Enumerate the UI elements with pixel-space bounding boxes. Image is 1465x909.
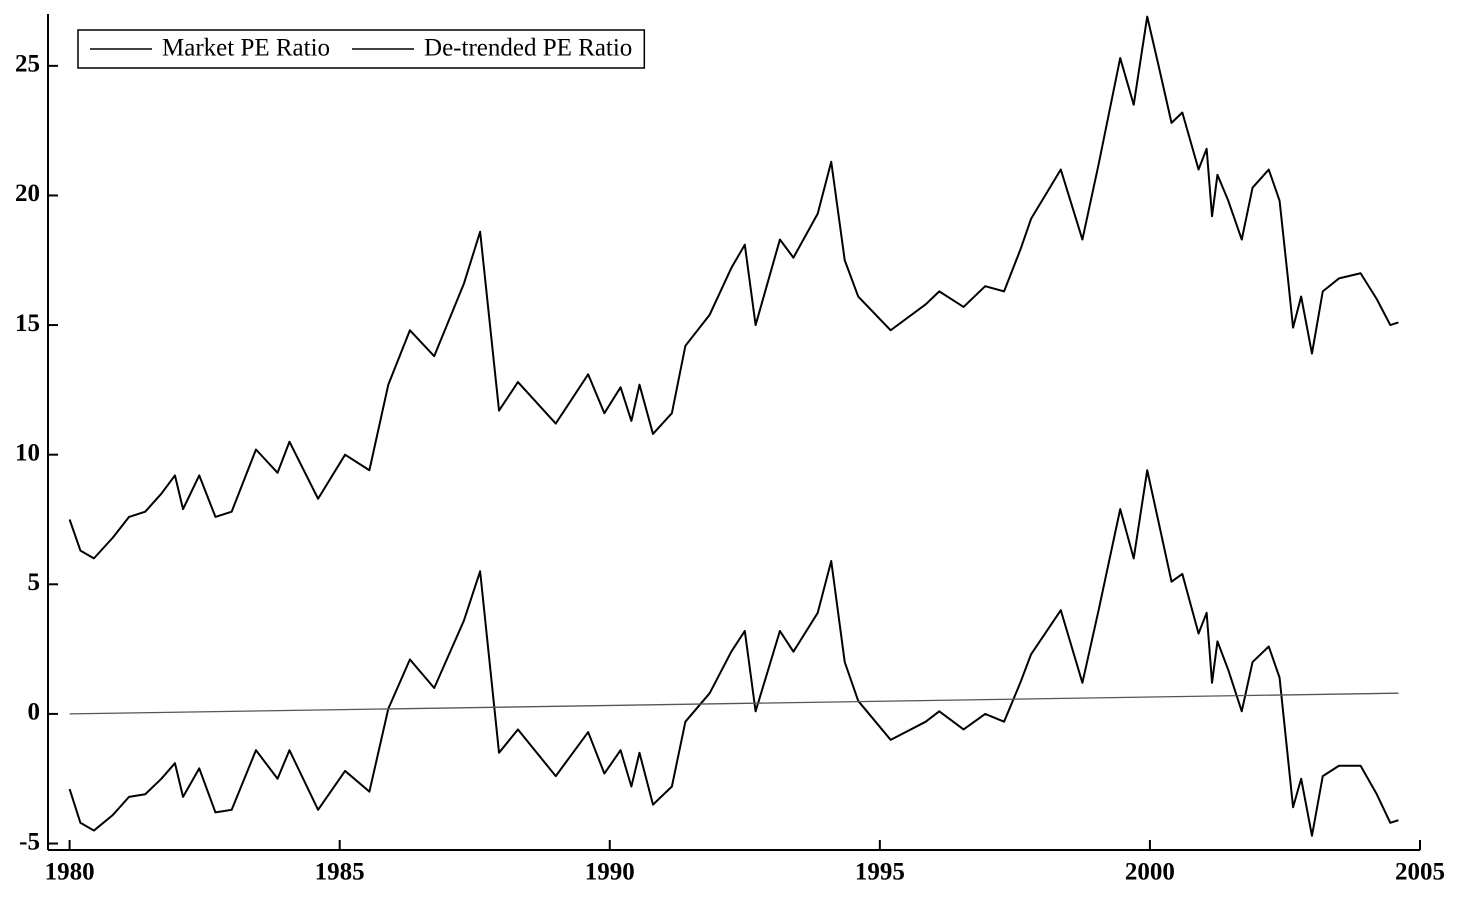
- x-tick-label: 1990: [585, 859, 635, 886]
- y-tick-label: 5: [28, 569, 41, 596]
- x-tick-label: 1980: [45, 859, 95, 886]
- trend-line: [69, 692, 1399, 715]
- legend-label: Market PE Ratio: [162, 35, 330, 62]
- series-line: [68, 469, 1399, 837]
- x-tick-label: 2005: [1395, 859, 1445, 886]
- y-tick-label: -5: [19, 828, 40, 855]
- y-tick-label: 25: [15, 51, 40, 78]
- y-tick-label: 10: [15, 439, 40, 466]
- x-tick-label: 1995: [855, 859, 905, 886]
- y-tick-label: 20: [15, 180, 40, 207]
- series-line: [68, 15, 1399, 560]
- y-tick-label: 0: [28, 699, 41, 726]
- y-tick-label: 15: [15, 310, 40, 337]
- legend-label: De-trended PE Ratio: [424, 35, 632, 62]
- x-tick-label: 1985: [315, 859, 365, 886]
- x-tick-label: 2000: [1125, 859, 1175, 886]
